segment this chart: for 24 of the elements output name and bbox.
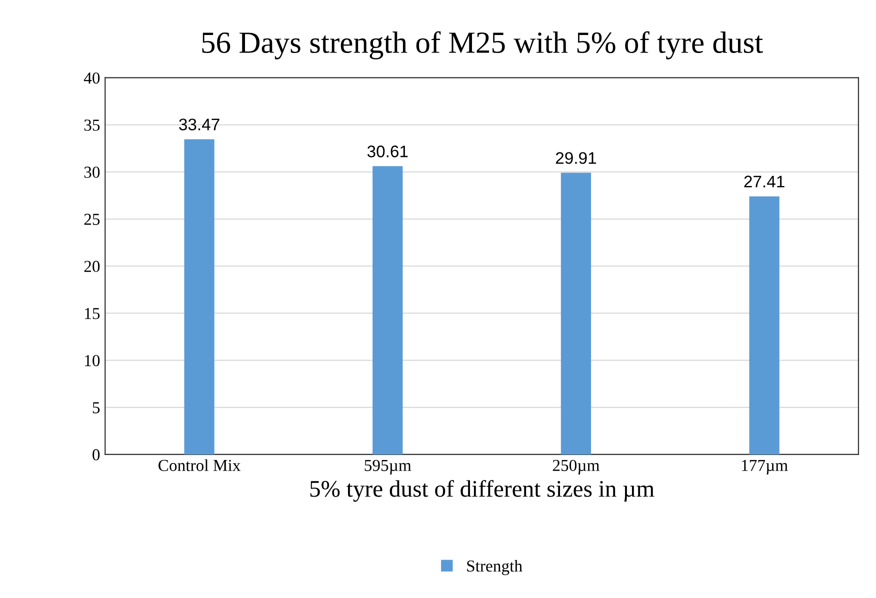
y-tick-label: 0 xyxy=(92,449,100,460)
y-tick-label: 40 xyxy=(84,72,100,84)
x-tick-label: 595µm xyxy=(364,460,412,474)
data-label: 27.41 xyxy=(744,176,784,188)
data-label: 29.91 xyxy=(556,152,596,164)
bar xyxy=(372,166,403,454)
x-tick-label: Control Mix xyxy=(158,459,241,472)
y-tick-label: 30 xyxy=(84,166,100,178)
x-tick-label: 177µm xyxy=(742,460,788,474)
bar xyxy=(749,196,780,454)
data-label: 30.61 xyxy=(367,146,408,158)
y-tick-label: 15 xyxy=(85,308,100,320)
legend-label: Strength xyxy=(467,560,522,576)
chart-title: 56 Days strength of M25 with 5% of tyre dust xyxy=(202,31,763,60)
y-tick-label: 25 xyxy=(84,214,100,225)
bar xyxy=(184,139,214,454)
y-tick-label: 5 xyxy=(92,402,100,414)
x-tick-label: 250µm xyxy=(552,460,600,474)
y-tick-label: 10 xyxy=(85,354,100,366)
bar xyxy=(560,172,592,454)
y-tick-label: 20 xyxy=(84,260,100,272)
y-tick-label: 35 xyxy=(84,120,100,131)
data-label: 33.47 xyxy=(179,118,220,130)
x-axis-title: 5% tyre dust of different sizes in µm xyxy=(310,480,654,502)
